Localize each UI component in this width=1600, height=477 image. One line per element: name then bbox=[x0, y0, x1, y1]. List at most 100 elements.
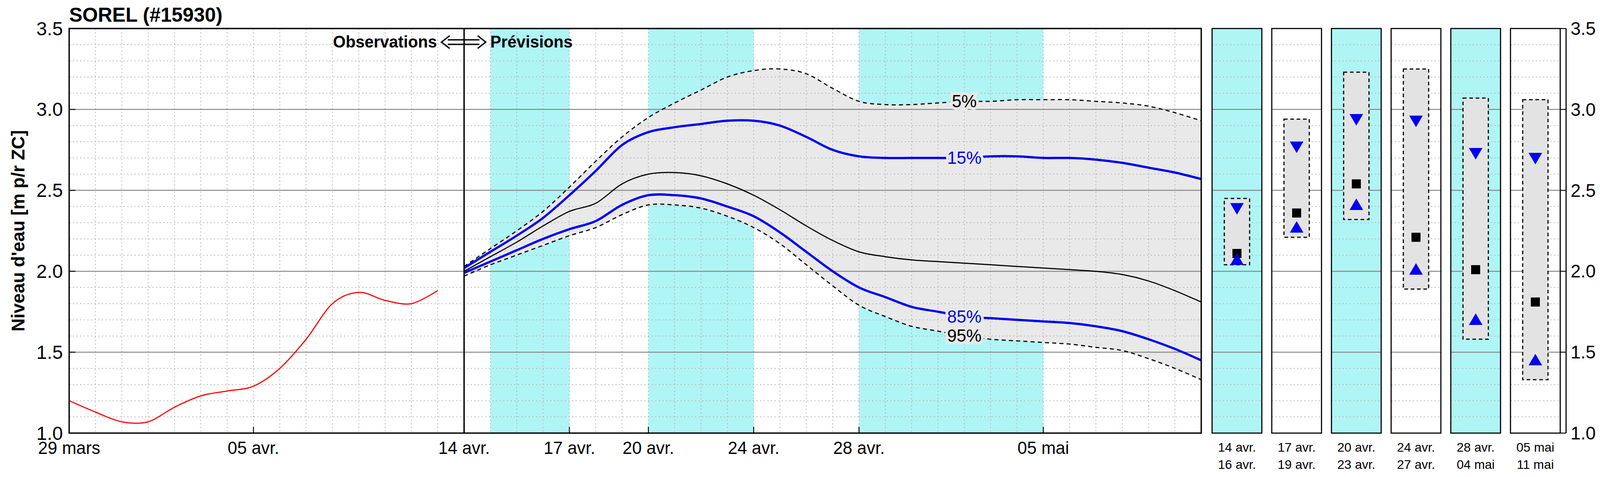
minor-grid-line bbox=[1510, 415, 1561, 417]
double-arrow bbox=[441, 35, 486, 49]
minor-grid-line bbox=[69, 221, 1202, 223]
minor-grid-line bbox=[69, 367, 1202, 369]
panel-frame bbox=[1212, 28, 1262, 433]
grid-line bbox=[1271, 108, 1322, 110]
y-tick bbox=[69, 432, 76, 434]
minor-grid-line bbox=[963, 28, 965, 433]
panel-area bbox=[1450, 28, 1501, 433]
minor-grid-line bbox=[1510, 400, 1561, 402]
panel-bg bbox=[1450, 28, 1501, 433]
minor-grid-line bbox=[1391, 415, 1441, 417]
minor-grid-line bbox=[69, 254, 1202, 256]
y-tick bbox=[1560, 28, 1567, 29]
minor-grid-line bbox=[1391, 60, 1441, 62]
panel-area bbox=[1212, 28, 1262, 433]
period-panel: 14 avr.16 avr. bbox=[1212, 28, 1262, 472]
minor-grid-line bbox=[1510, 383, 1561, 385]
minor-grid-line bbox=[1331, 221, 1382, 223]
y-tick bbox=[1560, 108, 1567, 110]
minor-grid-line bbox=[69, 238, 1202, 240]
y-tick-label: 1.0 bbox=[1570, 422, 1596, 443]
minor-grid-line bbox=[700, 28, 702, 433]
marker-triangle-up bbox=[1528, 353, 1543, 366]
minor-grid-line bbox=[332, 28, 334, 433]
minor-grid-line bbox=[779, 28, 781, 433]
minor-grid-line bbox=[1271, 238, 1322, 240]
series-label: 85% bbox=[947, 306, 982, 326]
y-tick-label: 2.5 bbox=[36, 179, 63, 201]
period-panel: 17 avr.19 avr. bbox=[1271, 28, 1322, 472]
minor-grid-line bbox=[226, 28, 228, 433]
minor-grid-line bbox=[1450, 92, 1501, 94]
minor-grid-line bbox=[1069, 28, 1071, 433]
y-tick-label: 3.5 bbox=[1570, 18, 1596, 39]
minor-grid-line bbox=[1271, 60, 1322, 62]
panel-bg bbox=[1331, 28, 1382, 433]
minor-grid-line bbox=[1212, 60, 1262, 62]
chart-root: SOREL (#15930)1.01.52.02.53.03.529 mars0… bbox=[0, 0, 1600, 477]
minor-grid-line bbox=[1271, 319, 1322, 321]
panel-label: 16 avr. bbox=[1217, 457, 1256, 472]
y-tick-label: 2.0 bbox=[1570, 260, 1596, 281]
minor-grid-line bbox=[69, 141, 1202, 143]
minor-grid-line bbox=[806, 28, 808, 433]
minor-grid-line bbox=[1331, 335, 1382, 337]
grid-line bbox=[1331, 351, 1382, 353]
panel-frame bbox=[1510, 28, 1561, 433]
minor-grid-line bbox=[1212, 286, 1262, 288]
minor-grid-line bbox=[69, 173, 1202, 175]
minor-grid-line bbox=[1212, 76, 1262, 78]
y-tick-label: 2.5 bbox=[1570, 180, 1596, 201]
minor-grid-line bbox=[726, 28, 728, 433]
minor-grid-line bbox=[1271, 367, 1322, 369]
marker-square bbox=[1471, 264, 1481, 274]
minor-grid-line bbox=[69, 335, 1202, 337]
minor-grid-line bbox=[1331, 302, 1382, 304]
grid-line bbox=[1212, 351, 1262, 353]
series-line bbox=[463, 172, 1202, 302]
panel-frame bbox=[1331, 28, 1382, 433]
grid-line bbox=[1450, 351, 1501, 353]
panel-bg bbox=[1271, 28, 1322, 433]
range-box bbox=[1283, 118, 1310, 237]
x-tick bbox=[463, 426, 465, 433]
minor-grid-line bbox=[121, 28, 123, 433]
minor-grid-line bbox=[884, 28, 886, 433]
minor-grid-line bbox=[1450, 367, 1501, 369]
grid-line bbox=[69, 189, 1202, 191]
right-axis-line bbox=[1565, 28, 1567, 433]
minor-grid-line bbox=[753, 28, 755, 433]
series-line bbox=[463, 203, 1202, 380]
minor-grid-line bbox=[69, 400, 1202, 402]
x-tick-label: 14 avr. bbox=[438, 438, 490, 458]
minor-grid-line bbox=[490, 28, 491, 433]
x-tick bbox=[647, 426, 649, 433]
minor-grid-line bbox=[1271, 254, 1322, 256]
minor-grid-line bbox=[1510, 92, 1561, 94]
panel-bg bbox=[1212, 28, 1262, 433]
x-tick-label: 17 avr. bbox=[543, 438, 595, 458]
minor-grid-line bbox=[1148, 28, 1150, 433]
annotation: Prévisions bbox=[490, 32, 573, 52]
minor-grid-line bbox=[1450, 383, 1501, 385]
minor-grid-line bbox=[1331, 60, 1382, 62]
minor-grid-line bbox=[1271, 383, 1322, 385]
minor-grid-line bbox=[1331, 286, 1382, 288]
minor-grid-line bbox=[1212, 400, 1262, 402]
range-box bbox=[1224, 198, 1250, 265]
y-tick bbox=[69, 351, 76, 353]
marker-triangle-up bbox=[1409, 263, 1423, 275]
grid bbox=[69, 28, 1202, 433]
minor-grid-line bbox=[832, 28, 834, 433]
y-axis-label: Niveau d'eau [m p/r ZC] bbox=[8, 129, 29, 331]
title: SOREL (#15930) bbox=[69, 3, 223, 26]
minor-grid-line bbox=[1212, 157, 1262, 159]
series-label: 15% bbox=[947, 148, 982, 168]
minor-grid-line bbox=[1450, 415, 1501, 417]
marker-triangle-up bbox=[1289, 221, 1304, 233]
minor-grid-line bbox=[384, 28, 386, 433]
minor-grid-line bbox=[1391, 319, 1441, 321]
y-tick bbox=[1560, 432, 1567, 434]
minor-grid-line bbox=[542, 28, 544, 433]
minor-grid-line bbox=[94, 28, 96, 433]
